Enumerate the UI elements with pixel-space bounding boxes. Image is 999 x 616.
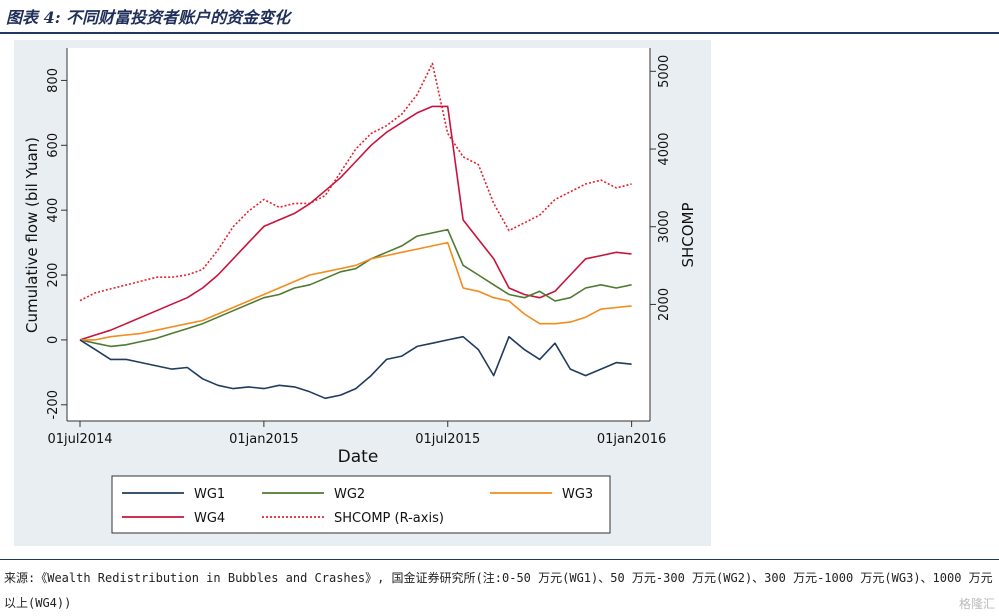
title-divider xyxy=(0,32,999,34)
right-y-axis-ticks: 2000 3000 4000 5000 xyxy=(650,55,672,321)
series-line-shcomp xyxy=(79,62,632,302)
x-tick-label: 01jan2016 xyxy=(597,432,666,447)
y-tick-label: 0 xyxy=(46,336,61,344)
y-tick-label: -200 xyxy=(46,390,61,420)
x-tick-label: 01jul2015 xyxy=(415,432,480,447)
y-tick-label: 400 xyxy=(46,198,61,223)
legend-label: WG2 xyxy=(334,487,365,502)
legend: WG1 WG2 WG3 WG4 SHCOMP (R-axis) xyxy=(122,487,593,526)
y2-tick-label: 5000 xyxy=(657,55,672,88)
footer-divider xyxy=(0,559,999,560)
legend-box xyxy=(111,475,611,534)
y-axis-label: Cumulative flow (bil Yuan) xyxy=(23,137,41,333)
y-tick-label: 600 xyxy=(46,133,61,158)
chart-figure-title: 图表 4: 不同财富投资者账户的资金变化 xyxy=(6,8,291,27)
series-line-wg2 xyxy=(79,228,632,348)
y2-axis-label: SHCOMP xyxy=(679,202,697,267)
y2-tick-label: 4000 xyxy=(657,132,672,165)
legend-label: WG1 xyxy=(194,487,225,502)
x-axis-ticks: 01jul2014 01jan2015 01jul2015 01jan2016 xyxy=(47,421,666,447)
x-tick-label: 01jul2014 xyxy=(47,432,112,447)
legend-label: WG4 xyxy=(194,511,225,526)
left-y-axis-ticks: -200 0 200 400 600 800 xyxy=(46,68,67,420)
source-note: 来源:《Wealth Redistribution in Bubbles and… xyxy=(4,571,993,610)
legend-label: WG3 xyxy=(562,487,593,502)
y-tick-label: 200 xyxy=(46,263,61,288)
plot-area xyxy=(67,48,650,421)
y-tick-label: 800 xyxy=(46,68,61,93)
series-line-wg4 xyxy=(79,105,632,341)
series-line-wg3 xyxy=(80,241,632,341)
y2-tick-label: 3000 xyxy=(657,210,672,243)
watermark-logo: 格隆汇 xyxy=(958,597,995,611)
series-line-wg1 xyxy=(79,335,632,400)
y2-tick-label: 2000 xyxy=(657,288,672,321)
legend-label: SHCOMP (R-axis) xyxy=(334,511,444,526)
series-lines xyxy=(79,62,632,400)
x-axis-label: Date xyxy=(338,447,379,467)
x-tick-label: 01jan2015 xyxy=(229,432,298,447)
